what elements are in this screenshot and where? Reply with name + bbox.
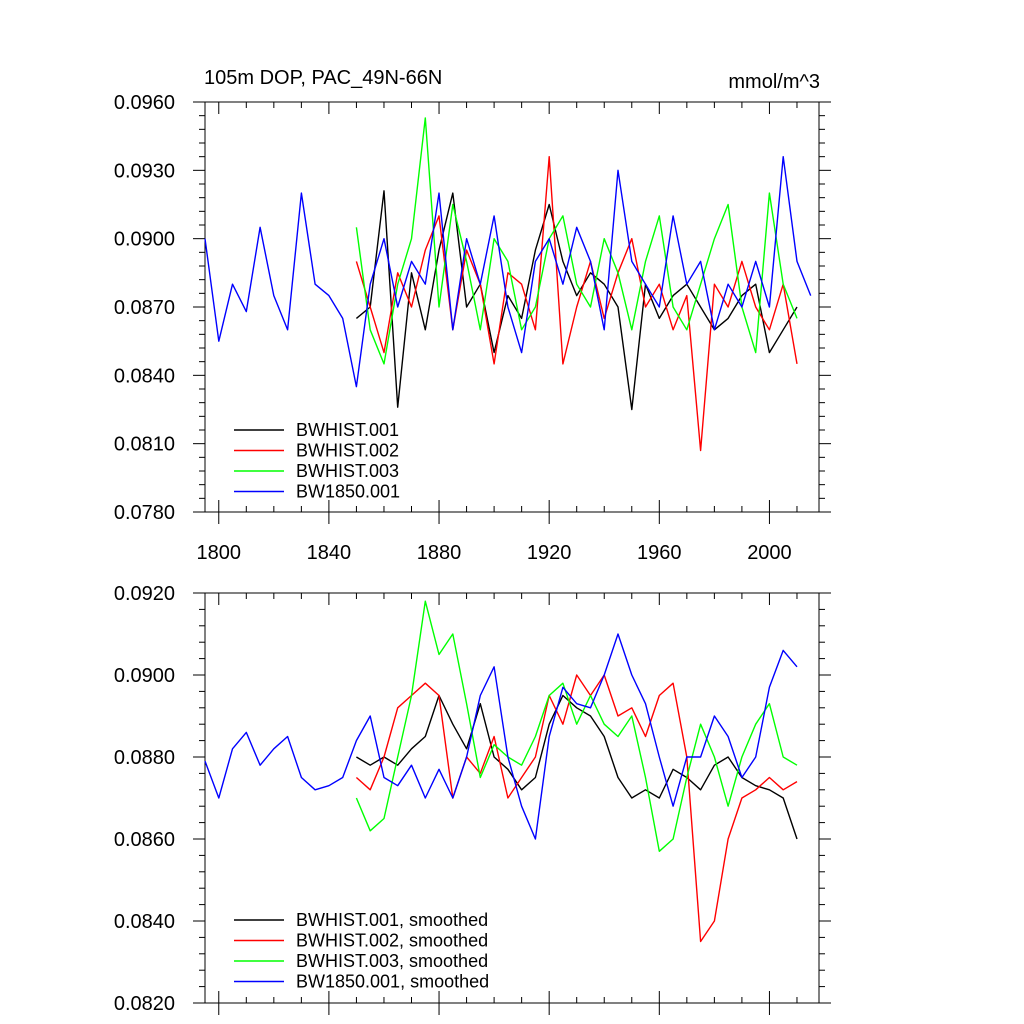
top-axis-ticks: 1800 1840 1880 1920 1960 2000 0.0780 0.0810 0.08…: [114, 92, 831, 564]
bottom-axis-ticks: 0.0820 0.0840 0.0860 0.0880 0.0900 0.0920: [114, 583, 831, 1015]
bottom-series: [204, 600, 798, 943]
y-tick-label: 0.0920: [114, 583, 175, 605]
y-tick-label: 0.0840: [114, 365, 175, 387]
series-line-bwhist-002: [355, 155, 798, 452]
series-line-bwhist-003: [355, 600, 798, 852]
y-tick-label: 0.0900: [114, 229, 175, 251]
series-line-bwhist-003: [355, 117, 798, 365]
y-tick-label: 0.0880: [114, 747, 175, 769]
legend-entry: BWHIST.003: [296, 461, 399, 481]
x-tick-label: 2000: [747, 542, 792, 564]
figure-title: 105m DOP, PAC_49N-66N: [204, 67, 442, 89]
top-series: [204, 117, 812, 452]
series-line-bwhist-001: [355, 190, 798, 411]
series-line-bwhist-001: [356, 694, 798, 840]
legend-entry: BWHIST.001, smoothed: [296, 910, 488, 930]
series-line-bw1850-001: [204, 633, 798, 840]
y-tick-label: 0.0840: [114, 911, 175, 933]
series-line-bw1850-001: [204, 155, 812, 388]
y-tick-label: 0.0810: [114, 434, 175, 456]
bottom-plot-frame: [204, 592, 820, 1004]
x-tick-label: 1800: [197, 542, 242, 564]
x-tick-label: 1840: [307, 542, 352, 564]
legend-entry: BWHIST.001: [296, 420, 399, 440]
legend-entry: BW1850.001, smoothed: [296, 972, 489, 992]
y-tick-label: 0.0930: [114, 160, 175, 182]
y-tick-label: 0.0900: [114, 665, 175, 687]
y-tick-label: 0.0820: [114, 993, 175, 1015]
x-tick-label: 1880: [417, 542, 462, 564]
y-tick-label: 0.0870: [114, 297, 175, 319]
series-line-bwhist-002: [355, 674, 798, 943]
legend-entry: BWHIST.002, smoothed: [296, 931, 488, 951]
x-tick-label: 1920: [527, 542, 572, 564]
legend-entry: BWHIST.003, smoothed: [296, 951, 488, 971]
y-tick-label: 0.0960: [114, 92, 175, 114]
bottom-panel: 0.0820 0.0840 0.0860 0.0880 0.0900 0.0920 BWH…: [114, 583, 831, 1015]
y-tick-label: 0.0780: [114, 502, 175, 524]
x-tick-label: 1960: [637, 542, 682, 564]
y-tick-label: 0.0860: [114, 829, 175, 851]
top-panel: 1800 1840 1880 1920 1960 2000 0.0780 0.0810 0.08…: [114, 92, 831, 564]
units-label: mmol/m^3: [728, 71, 820, 93]
legend-entry: BW1850.001: [296, 482, 400, 502]
legend-entry: BWHIST.002: [296, 441, 399, 461]
